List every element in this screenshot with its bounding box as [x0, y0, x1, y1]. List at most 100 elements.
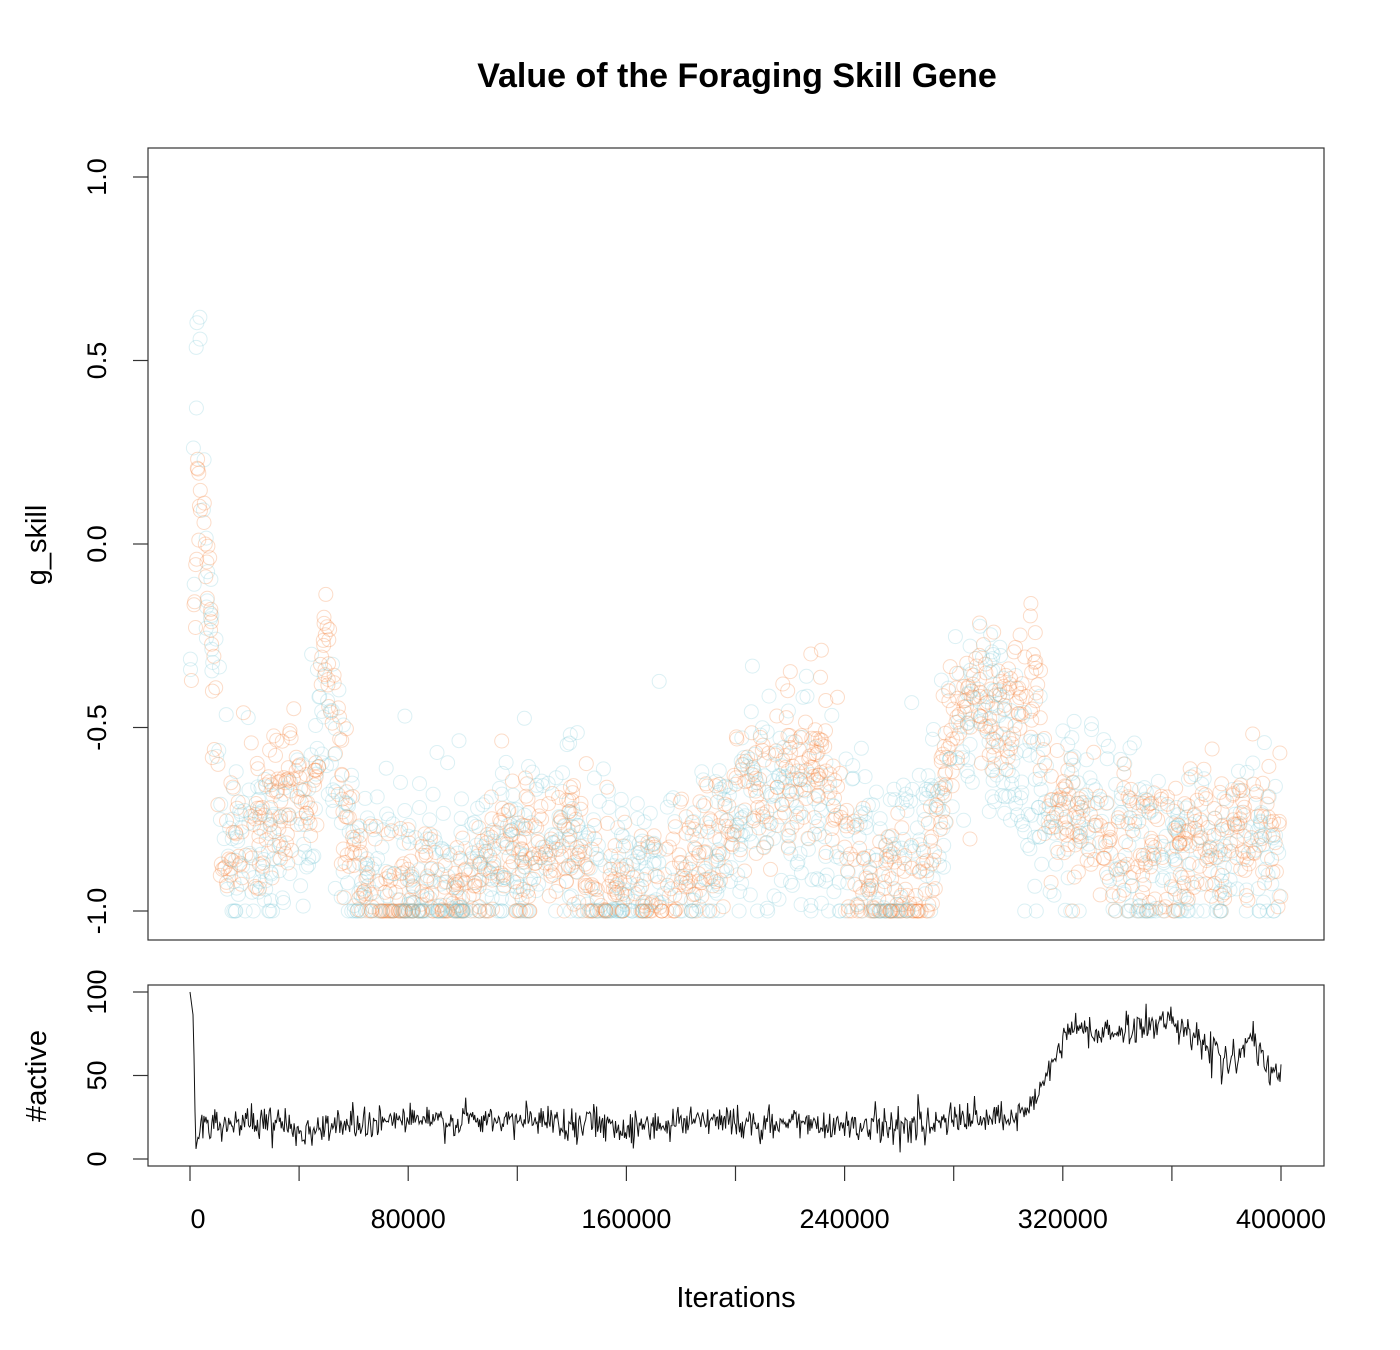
scatter-point — [226, 781, 242, 797]
scatter-point — [580, 860, 596, 876]
scatter-point — [1032, 688, 1048, 704]
scatter-point — [1154, 872, 1170, 888]
scatter-point — [589, 892, 605, 908]
scatter-point — [1180, 868, 1196, 884]
scatter-point — [587, 881, 603, 897]
scatter-point — [219, 881, 235, 897]
scatter-point — [479, 835, 494, 851]
scatter-point — [811, 826, 827, 842]
scatter-point — [435, 805, 451, 821]
scatter-point — [635, 850, 651, 866]
scatter-point — [486, 856, 502, 872]
scatter-point — [857, 769, 873, 785]
scatter-point — [258, 779, 274, 795]
scatter-point — [224, 852, 240, 868]
scatter-point — [708, 774, 724, 790]
scatter-point — [482, 871, 497, 886]
scatter-point — [1153, 796, 1169, 812]
scatter-point — [684, 828, 700, 844]
scatter-point — [978, 665, 994, 681]
scatter-point — [454, 903, 470, 919]
scatter-point — [1181, 771, 1196, 787]
scatter-point — [263, 817, 279, 832]
scatter-point — [445, 902, 461, 918]
scatter-point — [1017, 743, 1032, 759]
scatter-point — [870, 882, 886, 898]
scatter-point — [756, 752, 772, 768]
scatter-point — [1145, 846, 1160, 862]
scatter-point — [504, 822, 520, 838]
scatter-point — [463, 851, 479, 867]
scatter-point — [1209, 895, 1225, 911]
scatter-point — [341, 810, 357, 826]
scatter-point — [975, 649, 990, 665]
scatter-point — [316, 709, 332, 725]
scatter-point — [1191, 833, 1207, 849]
scatter-point — [1217, 860, 1232, 875]
scatter-point — [988, 700, 1004, 716]
scatter-point — [1222, 872, 1238, 888]
scatter-point — [1069, 827, 1085, 842]
scatter-point — [553, 809, 568, 825]
scatter-point — [442, 847, 458, 863]
scatter-point — [1043, 875, 1059, 890]
scatter-point — [1158, 828, 1174, 844]
scatter-point — [451, 903, 467, 919]
scatter-point — [1040, 814, 1056, 830]
scatter-point — [803, 646, 819, 662]
scatter-point — [774, 796, 790, 812]
scatter-point — [368, 818, 384, 834]
scatter-point — [510, 815, 526, 831]
scatter-point — [609, 853, 625, 869]
scatter-point — [866, 903, 882, 919]
scatter-point — [927, 844, 943, 860]
scatter-point — [411, 903, 427, 919]
scatter-point — [203, 611, 218, 627]
scatter-point — [489, 866, 505, 882]
scatter-point — [289, 788, 305, 804]
scatter-point — [421, 838, 437, 854]
scatter-point — [717, 818, 733, 834]
scatter-point — [688, 903, 704, 919]
scatter-point — [711, 878, 727, 894]
scatter-point — [806, 746, 822, 762]
scatter-point — [973, 685, 989, 701]
scatter-point — [904, 860, 920, 876]
scatter-point — [263, 893, 279, 909]
scatter-point — [708, 853, 724, 869]
scatter-point — [270, 774, 286, 790]
scatter-point — [906, 903, 922, 919]
scatter-point — [430, 862, 446, 878]
scatter-point — [1124, 878, 1140, 894]
scatter-point — [357, 790, 373, 806]
scatter-point — [268, 784, 284, 800]
scatter-point — [230, 833, 246, 849]
scatter-point — [771, 768, 787, 783]
scatter-point — [684, 851, 700, 866]
scatter-point — [422, 827, 438, 842]
scatter-point — [583, 881, 599, 897]
scatter-point — [251, 837, 267, 853]
scatter-point — [1056, 812, 1071, 827]
scatter-point — [440, 903, 456, 919]
scatter-point — [515, 817, 531, 833]
scatter-point — [713, 810, 729, 826]
scatter-point — [772, 730, 788, 746]
scatter-point — [316, 668, 332, 684]
scatter-point — [1098, 796, 1114, 811]
scatter-point — [224, 903, 240, 919]
scatter-point — [322, 622, 338, 637]
x-axis: 0 80000 160000 240000 320000 400000 — [189, 1166, 1326, 1234]
scatter-point — [478, 862, 494, 878]
scatter-point — [1141, 902, 1157, 918]
scatter-point — [665, 831, 681, 847]
scatter-point — [691, 898, 707, 914]
scatter-point — [494, 903, 510, 919]
scatter-point — [996, 702, 1012, 718]
scatter-point — [346, 836, 362, 852]
scatter-point — [530, 834, 546, 850]
scatter-point — [1092, 887, 1108, 903]
scatter-point — [1024, 807, 1040, 823]
scatter-point — [837, 903, 853, 919]
scatter-point — [989, 733, 1004, 749]
